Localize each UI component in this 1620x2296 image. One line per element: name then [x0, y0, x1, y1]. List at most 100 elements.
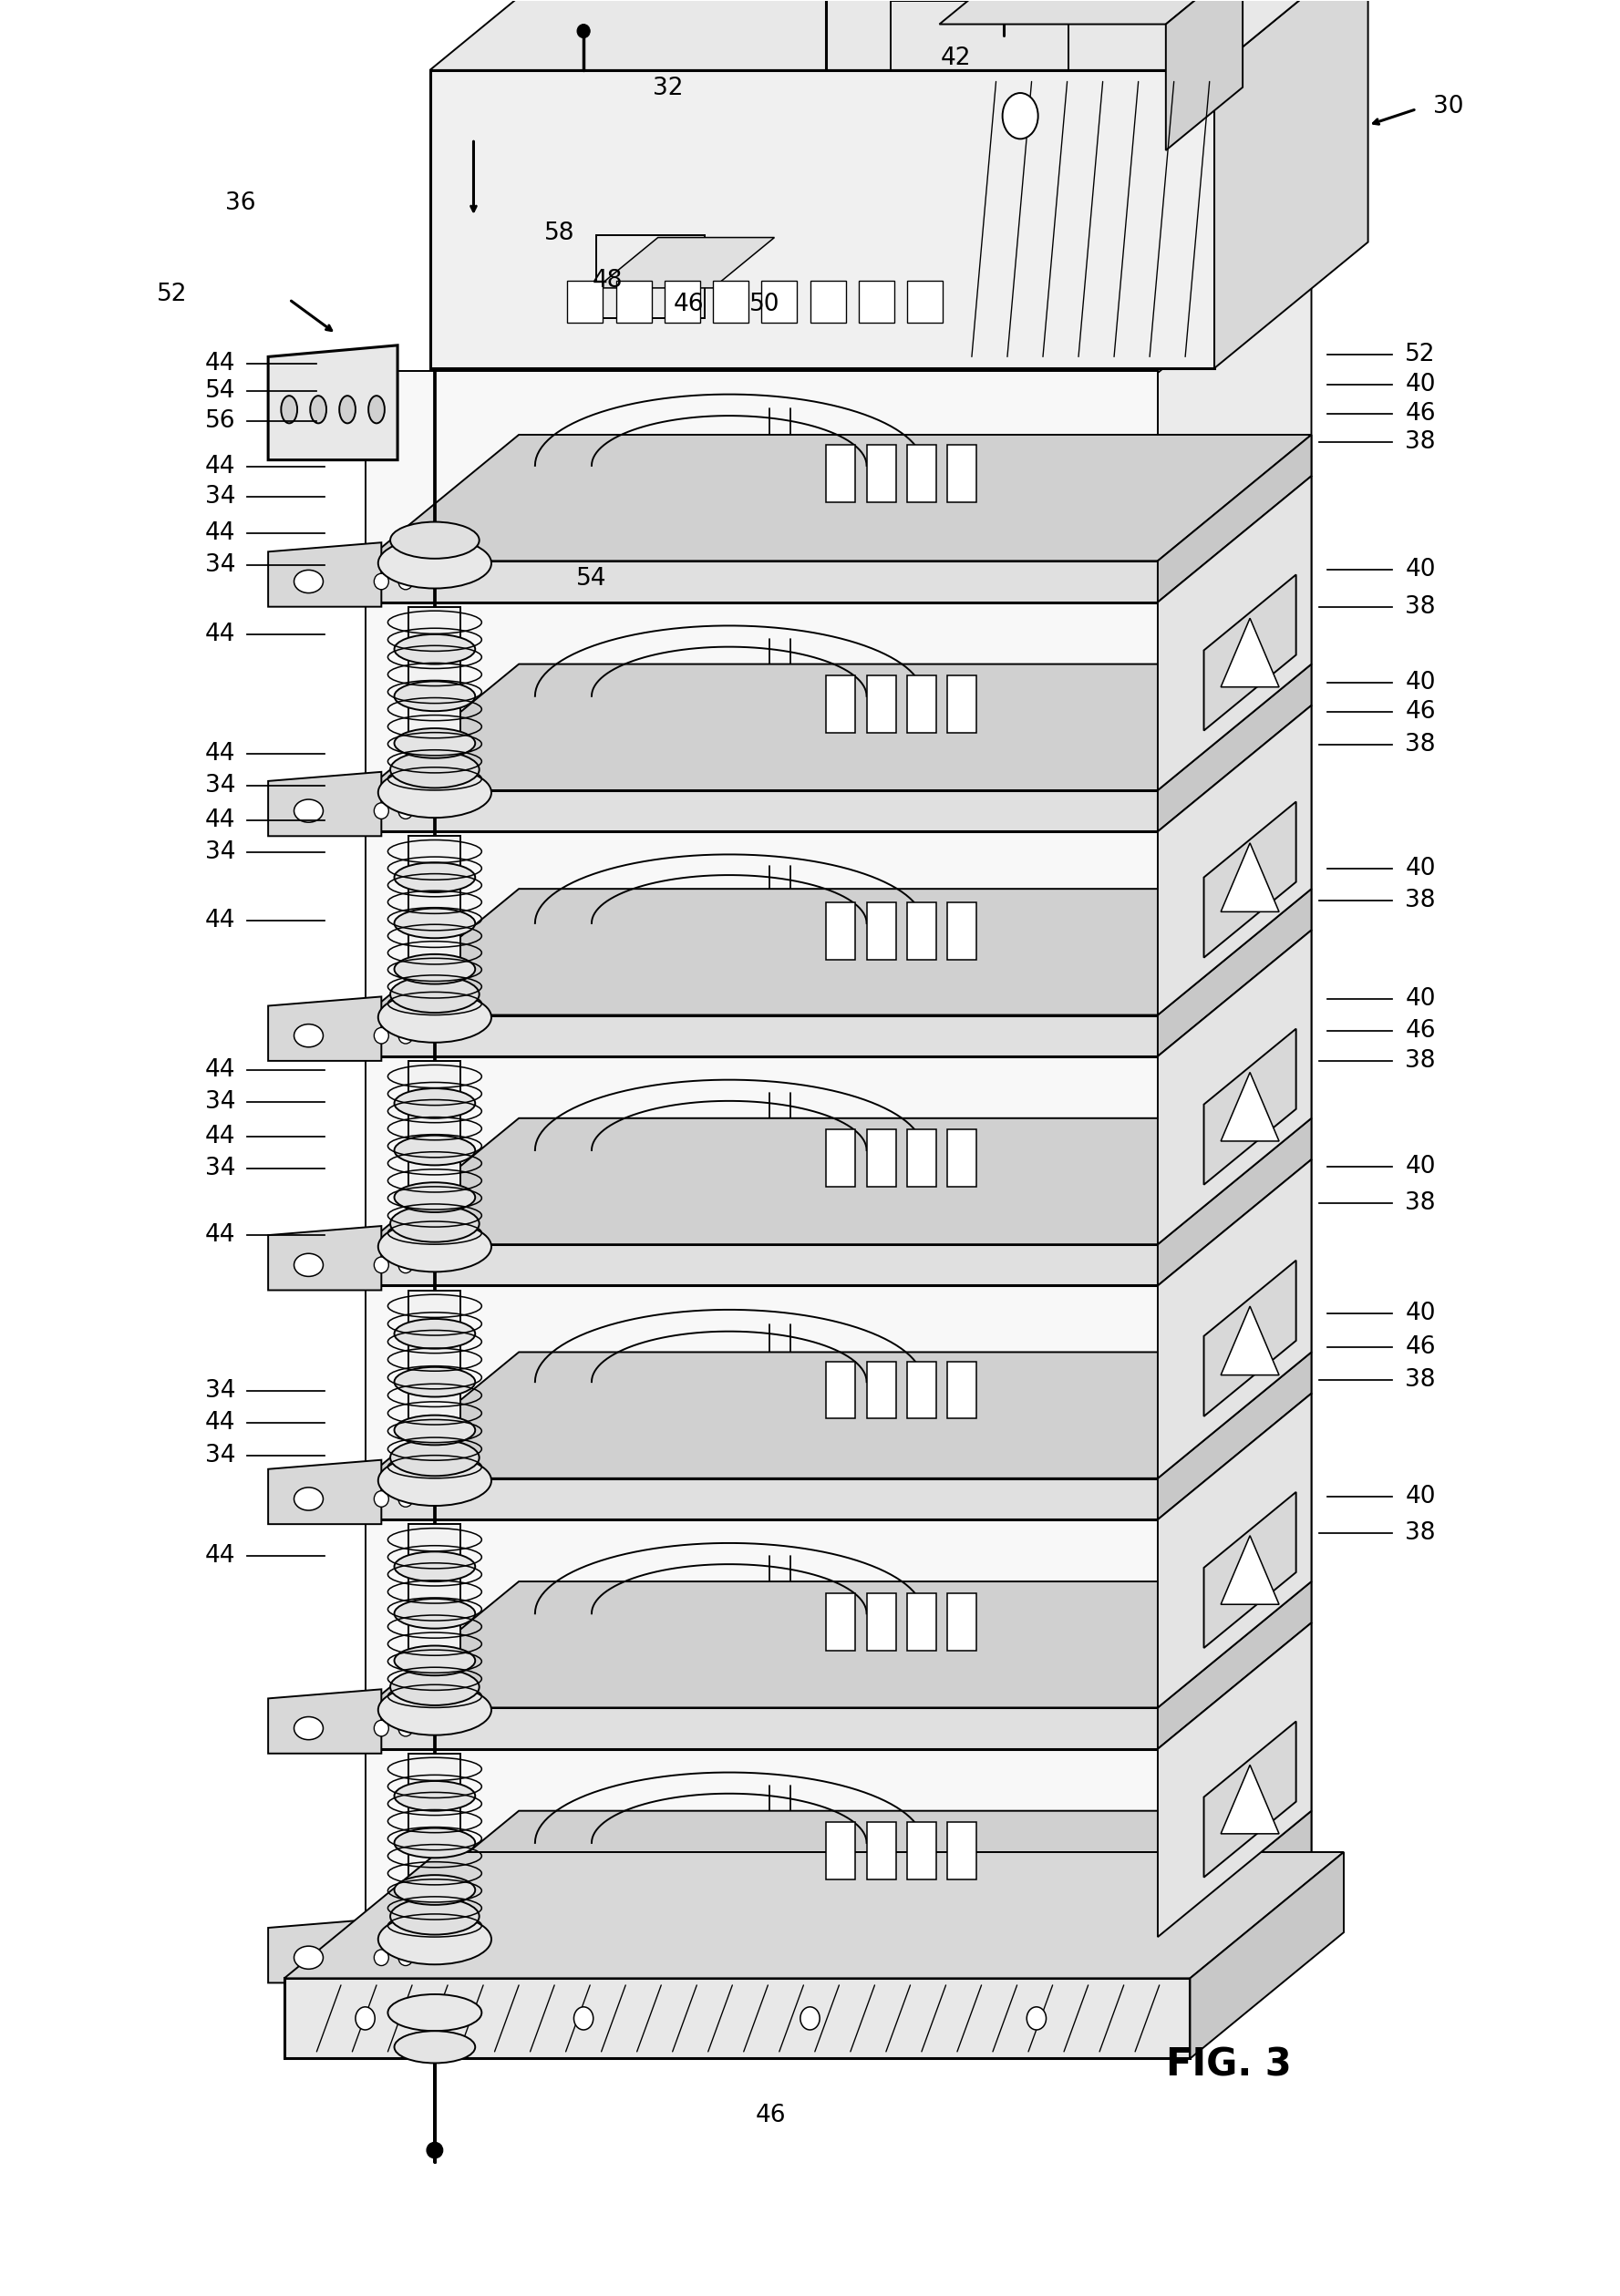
Polygon shape [364, 602, 1158, 790]
Text: 34: 34 [206, 840, 237, 863]
Polygon shape [285, 1853, 1343, 1979]
Bar [826, 1362, 855, 1419]
Text: 52: 52 [1405, 342, 1435, 367]
Text: 46: 46 [757, 2103, 786, 2128]
Ellipse shape [377, 992, 491, 1042]
Ellipse shape [394, 1598, 475, 1628]
Bar [907, 1362, 936, 1419]
Ellipse shape [377, 1221, 491, 1272]
Polygon shape [940, 0, 1243, 25]
Ellipse shape [399, 574, 413, 590]
Text: 38: 38 [1405, 1368, 1435, 1391]
Bar [826, 445, 855, 503]
Ellipse shape [399, 1949, 413, 1965]
Polygon shape [269, 542, 381, 606]
Text: 44: 44 [206, 808, 237, 831]
Text: 44: 44 [206, 622, 237, 645]
Text: 38: 38 [1405, 1192, 1435, 1215]
Ellipse shape [374, 1029, 389, 1045]
Bar [859, 280, 894, 321]
Polygon shape [364, 1582, 1312, 1708]
Polygon shape [1158, 1623, 1312, 1938]
Polygon shape [1221, 1072, 1280, 1141]
Ellipse shape [394, 863, 475, 893]
Polygon shape [364, 560, 1158, 602]
Bar [867, 1362, 896, 1419]
Text: 34: 34 [206, 774, 237, 797]
Ellipse shape [374, 1256, 389, 1272]
Bar [907, 280, 943, 321]
Ellipse shape [377, 1456, 491, 1506]
Polygon shape [364, 1812, 1312, 1938]
Polygon shape [1158, 1394, 1312, 1750]
Ellipse shape [293, 1024, 322, 1047]
Ellipse shape [394, 1552, 475, 1582]
Text: 46: 46 [1405, 1019, 1435, 1042]
Polygon shape [1221, 1766, 1280, 1835]
Bar [948, 1362, 977, 1419]
Text: 34: 34 [206, 1157, 237, 1180]
Ellipse shape [293, 569, 322, 592]
Polygon shape [364, 1056, 1158, 1244]
Ellipse shape [339, 395, 355, 422]
Ellipse shape [374, 574, 389, 590]
Bar [948, 1823, 977, 1880]
Polygon shape [269, 1226, 381, 1290]
Polygon shape [1221, 618, 1280, 687]
Polygon shape [1158, 1159, 1312, 1479]
Ellipse shape [355, 2007, 374, 2030]
Ellipse shape [399, 804, 413, 820]
Text: 38: 38 [1405, 595, 1435, 618]
Ellipse shape [374, 1720, 389, 1736]
Polygon shape [1158, 434, 1312, 602]
Text: 42: 42 [940, 46, 970, 71]
Ellipse shape [394, 1646, 475, 1676]
Bar [867, 675, 896, 732]
Text: 52: 52 [157, 282, 188, 308]
Ellipse shape [394, 1366, 475, 1396]
Polygon shape [1158, 705, 1312, 1056]
Ellipse shape [1027, 2007, 1047, 2030]
Text: 40: 40 [1405, 558, 1435, 581]
Ellipse shape [374, 804, 389, 820]
Text: 48: 48 [593, 269, 624, 294]
Ellipse shape [293, 1717, 322, 1740]
Text: 38: 38 [1405, 889, 1435, 912]
Polygon shape [1158, 930, 1312, 1244]
Ellipse shape [377, 1915, 491, 1965]
Ellipse shape [293, 1488, 322, 1511]
Polygon shape [1158, 1582, 1312, 1750]
Polygon shape [1221, 1536, 1280, 1605]
Polygon shape [269, 344, 397, 459]
Ellipse shape [293, 1254, 322, 1277]
Bar [907, 445, 936, 503]
Ellipse shape [293, 1947, 322, 1970]
Text: 38: 38 [1405, 732, 1435, 755]
Bar [907, 1593, 936, 1651]
Polygon shape [1204, 1722, 1296, 1878]
Polygon shape [269, 996, 381, 1061]
Ellipse shape [394, 1782, 475, 1812]
Text: 44: 44 [206, 1125, 237, 1148]
Bar [907, 1823, 936, 1880]
Polygon shape [269, 1460, 381, 1525]
Polygon shape [364, 1244, 1158, 1286]
Bar [907, 1130, 936, 1187]
Ellipse shape [394, 909, 475, 939]
Ellipse shape [399, 1720, 413, 1736]
Ellipse shape [368, 395, 384, 422]
Polygon shape [1158, 475, 1312, 790]
Polygon shape [1158, 475, 1312, 831]
Polygon shape [1204, 801, 1296, 957]
Polygon shape [408, 1290, 460, 1474]
Ellipse shape [377, 767, 491, 817]
Bar [948, 1130, 977, 1187]
Ellipse shape [426, 2142, 442, 2158]
Text: 58: 58 [544, 220, 575, 246]
Bar [948, 1593, 977, 1651]
Polygon shape [364, 889, 1312, 1015]
Polygon shape [364, 664, 1312, 790]
Ellipse shape [800, 2007, 820, 2030]
Bar [948, 675, 977, 732]
Polygon shape [364, 434, 1312, 560]
